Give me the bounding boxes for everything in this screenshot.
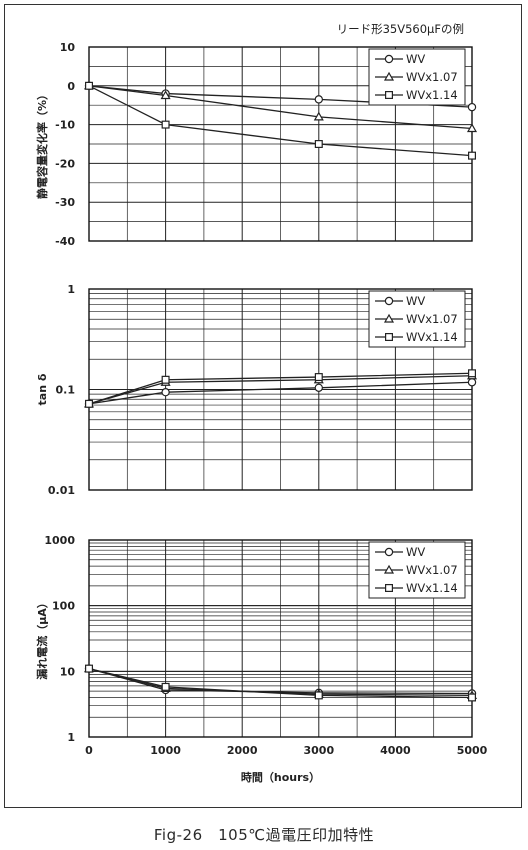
chart1-ytick-label: 0 — [67, 80, 75, 93]
chart2-point-square — [84, 399, 93, 408]
chart1-point-square — [84, 81, 93, 90]
chart1-ytick-label: -40 — [55, 235, 75, 248]
chart3-xtick-label: 4000 — [380, 744, 411, 757]
chart1-point-circle — [467, 102, 477, 112]
chart3-legend-label: WVx1.14 — [406, 581, 458, 595]
chart3-point-square — [84, 664, 93, 673]
figure-frame — [4, 4, 522, 808]
chart2-series-line-square — [88, 372, 473, 405]
chart3-ylabel: 漏れ電流（μA） — [35, 597, 49, 680]
chart1-point-square — [314, 140, 323, 149]
chart3-point-square — [314, 691, 323, 700]
chart1-point-triangle — [466, 123, 478, 133]
chart3-xtick-label: 0 — [85, 744, 93, 757]
chart2-point-square — [468, 369, 477, 378]
chart2-point-circle — [314, 383, 323, 392]
chart2-point-square — [314, 373, 323, 382]
chart1-legend-marker-triangle — [383, 71, 395, 81]
chart2-legend-label: WVx1.07 — [406, 312, 458, 326]
chart1-ylabel: 静電容量変化率（%） — [35, 89, 49, 199]
chart1-point-circle — [314, 95, 323, 104]
chart3-ytick-label: 10 — [60, 665, 76, 678]
chart3-point-square — [161, 682, 170, 691]
chart2-ytick-label: 1 — [67, 283, 75, 296]
chart2-plot-border — [88, 288, 473, 491]
chart1-title: リード形35V560μFの例 — [337, 22, 464, 36]
chart3-ytick-label: 1000 — [44, 534, 75, 547]
chart2-series-line-triangle — [88, 375, 473, 405]
chart1-ytick-label: -10 — [55, 119, 75, 132]
chart3-plot-border — [88, 539, 473, 738]
chart2-ytick-label: 0.1 — [56, 384, 76, 397]
chart1-plot-border — [88, 46, 473, 242]
chart2-legend-marker-square — [385, 333, 394, 342]
chart2-point-square — [161, 375, 170, 384]
chart3-series-line-square — [88, 667, 473, 699]
chart1-point-square — [468, 151, 477, 160]
chart3-ytick-label: 100 — [52, 600, 75, 613]
chart3-legend-marker-circle — [384, 547, 394, 557]
chart1-ytick-label: -20 — [55, 157, 75, 170]
chart2-legend-label: WV — [406, 294, 425, 308]
chart1-legend-label: WV — [406, 52, 425, 66]
chart3-xlabel: 時間（hours） — [241, 770, 320, 784]
chart2-point-circle — [467, 378, 477, 387]
chart3-ytick-label: 1 — [67, 731, 75, 744]
chart3-legend-label: WVx1.07 — [406, 563, 458, 577]
chart1-legend-marker-square — [385, 90, 394, 99]
chart2-ylabel: tan δ — [36, 373, 49, 405]
chart1-legend-label: WVx1.07 — [406, 70, 458, 84]
chart3-legend-marker-triangle — [383, 564, 395, 574]
chart2-legend-marker-circle — [384, 296, 394, 306]
chart1-point-square — [161, 120, 170, 129]
chart2-ytick-label: 0.01 — [48, 484, 75, 497]
chart3-xtick-label: 3000 — [303, 744, 334, 757]
chart3-xtick-label: 5000 — [457, 744, 488, 757]
chart1-point-triangle — [160, 90, 171, 100]
chart3-xtick-label: 2000 — [227, 744, 258, 757]
figure-caption: Fig-26 105℃過電圧印加特性 — [153, 826, 375, 844]
chart1-legend-marker-circle — [384, 54, 394, 64]
chart1-point-triangle — [313, 111, 324, 121]
chart2-legend-label: WVx1.14 — [406, 330, 458, 344]
chart3-legend-marker-square — [385, 583, 394, 592]
chart2-series-line-circle — [88, 381, 473, 405]
chart1-series-line-square — [88, 85, 473, 157]
chart1-series-line-triangle — [88, 85, 473, 130]
chart3-point-square — [468, 693, 477, 702]
chart2-point-circle — [161, 388, 170, 397]
chart2-legend-marker-triangle — [383, 313, 395, 323]
chart3-legend-label: WV — [406, 545, 425, 559]
chart3-xtick-label: 1000 — [150, 744, 181, 757]
charts-svg: 100-10-20-30-40静電容量変化率（%）リード形35V560μFの例W… — [35, 22, 488, 784]
chart1-ytick-label: -30 — [55, 196, 75, 209]
chart1-legend-label: WVx1.14 — [406, 88, 458, 102]
chart1-ytick-label: 10 — [60, 41, 76, 54]
